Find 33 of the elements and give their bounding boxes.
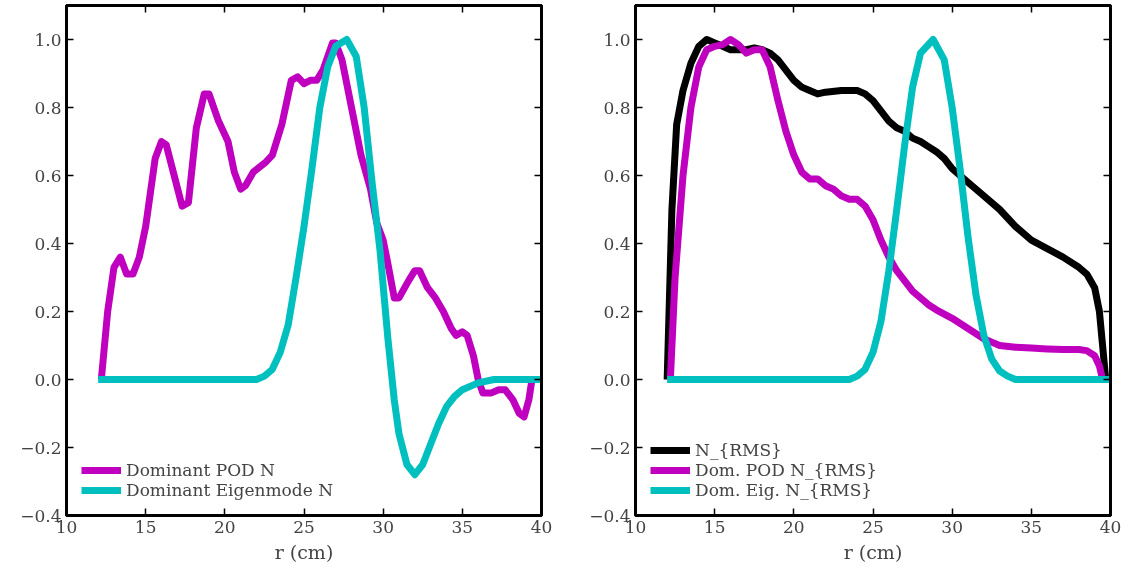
x-tick-label: 25 — [862, 516, 884, 537]
legend-label: Dominant POD N — [126, 460, 275, 480]
y-tick-label: −0.2 — [20, 437, 62, 458]
x-tick-label: 25 — [293, 516, 315, 537]
y-tick-label: 0.8 — [603, 97, 631, 118]
legend-label: Dominant Eigenmode N — [126, 480, 334, 500]
y-tick-label: 0.2 — [603, 301, 631, 322]
x-axis-title: r (cm) — [843, 540, 903, 563]
x-tick-label: 40 — [530, 516, 553, 537]
y-tick-label: 0.2 — [34, 301, 62, 322]
y-tick-label: 1.0 — [34, 29, 62, 50]
y-tick-label: 1.0 — [603, 29, 631, 50]
x-tick-label: 20 — [783, 516, 805, 537]
y-tick-label: −0.2 — [589, 437, 631, 458]
x-tick-label: 30 — [372, 516, 394, 537]
x-tick-label: 20 — [214, 516, 236, 537]
y-tick-label: 0.6 — [34, 165, 62, 186]
y-tick-label: 0.8 — [34, 97, 62, 118]
y-tick-label: 0.0 — [603, 369, 631, 390]
x-tick-label: 35 — [1020, 516, 1043, 537]
x-tick-label: 40 — [1099, 516, 1122, 537]
y-tick-label: 0.6 — [603, 165, 631, 186]
x-tick-label: 30 — [941, 516, 963, 537]
legend-label: N_{RMS} — [695, 440, 782, 460]
x-tick-label: 15 — [703, 516, 726, 537]
x-axis-title: r (cm) — [274, 540, 334, 563]
legend-label: Dom. POD N_{RMS} — [695, 460, 878, 480]
x-tick-label: 15 — [134, 516, 157, 537]
x-tick-label: 35 — [451, 516, 474, 537]
legend-label: Dom. Eig. N_{RMS} — [695, 480, 873, 500]
y-tick-label: 0.0 — [34, 369, 62, 390]
y-tick-label: 0.4 — [34, 233, 62, 254]
y-tick-label: 0.4 — [603, 233, 631, 254]
